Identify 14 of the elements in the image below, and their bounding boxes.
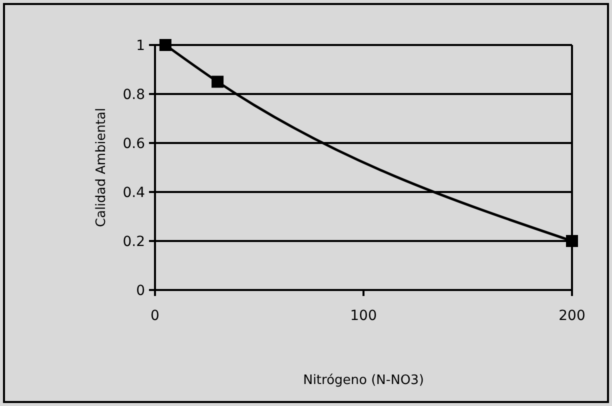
y-tick-label: 1 <box>136 38 145 54</box>
y-tick-label: 0.6 <box>122 136 146 152</box>
x-tick-label: 0 <box>150 308 160 324</box>
y-tick-label: 0 <box>136 282 145 299</box>
x-tick-label: 200 <box>558 308 586 324</box>
x-tick-label: 100 <box>350 308 377 324</box>
y-tick-label: 0.4 <box>122 184 146 201</box>
point <box>159 39 172 51</box>
point <box>212 76 224 88</box>
y-tick-label: 0.8 <box>122 86 145 103</box>
point <box>566 235 578 247</box>
y-axis-title: Calidad Ambiental <box>94 108 109 228</box>
y-tick-label: 0.2 <box>122 234 145 250</box>
x-axis-title: Nitrógeno (N-NO3) <box>303 373 424 388</box>
